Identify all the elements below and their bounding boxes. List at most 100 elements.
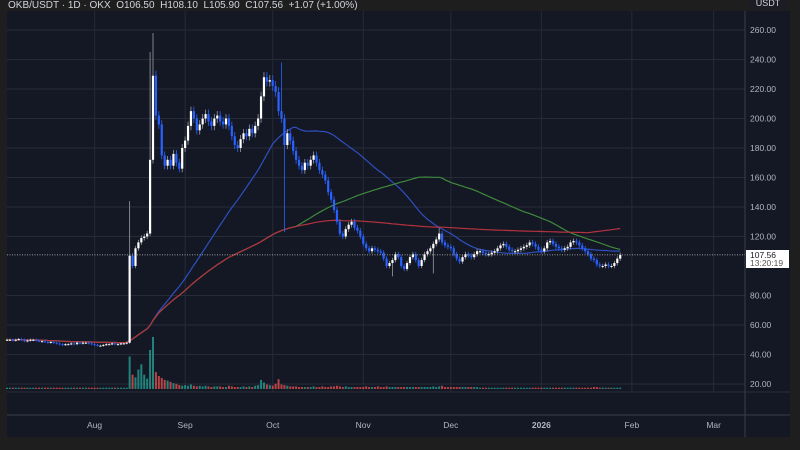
candle-body	[478, 251, 482, 253]
candle-body	[184, 140, 187, 148]
volume-bar	[251, 387, 254, 389]
volume-bar	[335, 385, 338, 389]
volume-bar	[61, 387, 64, 389]
volume-bar	[578, 387, 581, 389]
candle-body	[289, 133, 292, 141]
volume-bar	[452, 387, 455, 389]
volume-bar	[444, 387, 446, 389]
candle-body	[365, 243, 368, 249]
price-tick-label: 120.00	[750, 232, 776, 242]
candle-body	[473, 254, 476, 258]
candle-body	[604, 264, 607, 266]
candle-body	[294, 150, 298, 160]
candle-body	[370, 248, 374, 252]
volume-bar	[350, 387, 353, 389]
volume-bar	[441, 385, 444, 389]
candle-body	[464, 254, 467, 258]
volume-bar	[487, 387, 490, 389]
candle-body	[327, 180, 330, 193]
volume-bar	[473, 387, 476, 389]
volume-bar	[280, 384, 283, 389]
volume-bar	[315, 387, 318, 389]
candle-body	[35, 339, 38, 341]
candle-body	[102, 344, 105, 346]
volume-bar	[6, 387, 8, 389]
volume-bar	[397, 387, 400, 389]
candle-body	[560, 248, 563, 250]
volume-bar	[76, 387, 79, 389]
price-tick-label: 40.00	[750, 350, 772, 360]
candle-body	[198, 124, 201, 131]
candle-body	[324, 174, 327, 181]
candle-body	[23, 339, 26, 342]
candle-body	[440, 233, 444, 243]
low-value: L105.90	[203, 0, 240, 11]
volume-bar	[528, 387, 531, 389]
candle-body	[423, 254, 426, 261]
volume-bar	[426, 387, 429, 389]
candle-body	[32, 339, 35, 341]
volume-bar	[458, 387, 461, 389]
candle-body	[505, 243, 508, 247]
candle-body	[233, 136, 236, 146]
candle-body	[578, 242, 581, 246]
candle-body	[534, 243, 537, 247]
candle-body	[201, 118, 204, 125]
time-tick-label: 2026	[532, 420, 551, 430]
volume-bar	[102, 387, 105, 389]
volume-bar	[408, 387, 411, 389]
candle-body	[376, 249, 379, 252]
candle-body	[119, 343, 122, 345]
candle-body	[280, 111, 283, 119]
volume-bar	[449, 387, 452, 389]
candle-body	[99, 345, 102, 347]
candle-body	[540, 249, 543, 252]
candle-body	[528, 242, 531, 246]
candle-body	[391, 260, 394, 264]
candle-body	[58, 343, 61, 345]
volume-bar	[52, 387, 55, 389]
candle-body	[598, 264, 601, 266]
candle-body	[429, 248, 432, 252]
candle-body	[543, 248, 546, 252]
candle-body	[46, 341, 49, 343]
volume-bar	[467, 387, 470, 389]
volume-bar	[411, 387, 414, 389]
volume-bar	[84, 387, 87, 389]
candle-body	[382, 252, 385, 259]
candle-body	[116, 344, 120, 346]
volume-bar	[79, 387, 81, 389]
volume-bar	[403, 387, 406, 389]
current-price-label: 107.56 13:20:19	[746, 249, 789, 268]
volume-bar	[432, 386, 435, 389]
volume-bar	[508, 387, 511, 389]
volume-bar	[67, 387, 70, 389]
volume-bar	[540, 387, 543, 389]
volume-bar	[73, 387, 76, 389]
volume-bar	[534, 387, 537, 389]
candle-body	[458, 258, 461, 262]
candle-body	[347, 224, 350, 230]
candle-body	[73, 343, 76, 345]
volume-bar	[152, 337, 154, 389]
volume-bar	[195, 386, 198, 389]
candle-body	[379, 251, 382, 253]
volume-bar	[616, 387, 619, 389]
volume-bar	[283, 385, 286, 389]
volume-bar	[87, 387, 90, 389]
candle-body	[303, 162, 306, 171]
candle-body	[563, 248, 566, 250]
candle-body	[338, 221, 341, 234]
candle-body	[262, 77, 266, 97]
candle-body	[122, 343, 125, 345]
currency-button[interactable]: USDT	[748, 0, 788, 10]
time-tick-label: Nov	[356, 420, 372, 430]
volume-bar	[116, 387, 119, 389]
volume-bar	[391, 387, 394, 389]
candle-body	[67, 344, 70, 346]
volume-bar	[46, 387, 49, 389]
volume-bar	[114, 387, 117, 389]
candle-body	[487, 254, 490, 256]
